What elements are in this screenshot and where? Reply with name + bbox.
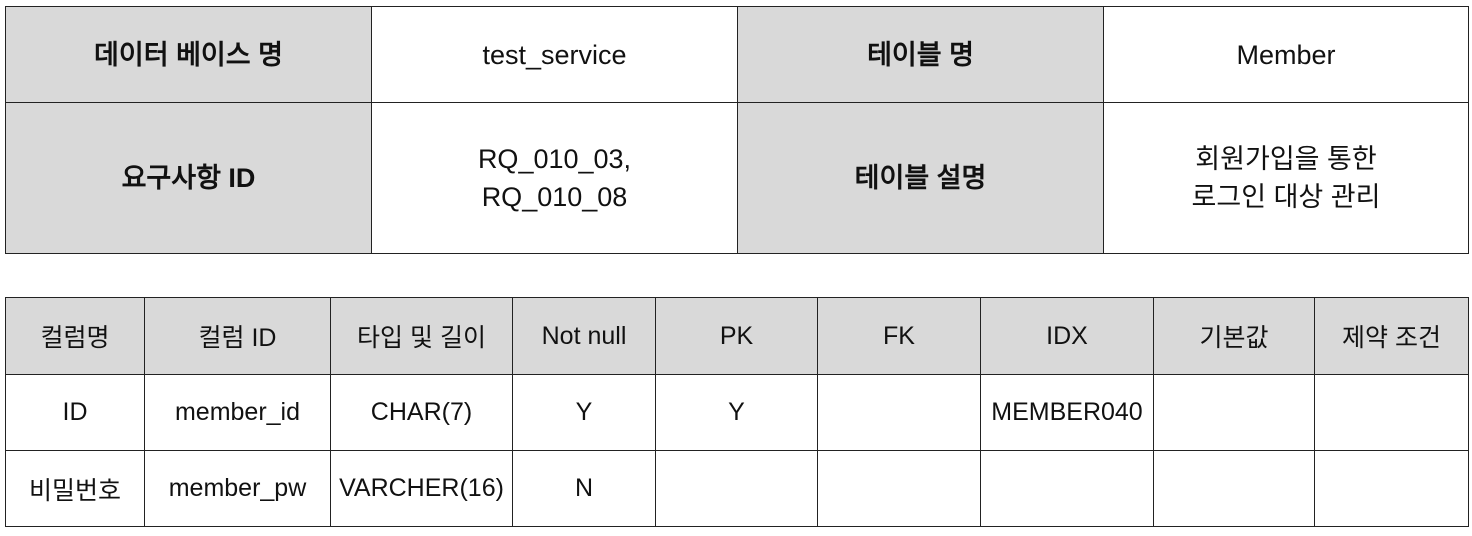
table-desc-line: 로그인 대상 관리 — [1191, 182, 1381, 212]
column-definition-table: 컬럼명 컬럼 ID 타입 및 길이 Not null PK FK IDX 기본값… — [5, 297, 1469, 527]
cell-column-id: member_id — [144, 374, 331, 451]
table-name-label: 테이블 명 — [737, 6, 1104, 103]
table-desc-line: 회원가입을 통한 — [1195, 144, 1377, 174]
requirement-id-line: RQ_010_03, — [477, 144, 632, 174]
table-desc-label: 테이블 설명 — [737, 102, 1104, 254]
table-name-value: Member — [1103, 6, 1469, 103]
column-header-row: 컬럼명 컬럼 ID 타입 및 길이 Not null PK FK IDX 기본값… — [5, 297, 1469, 375]
cell-not-null: Y — [512, 374, 656, 451]
header-pk: PK — [655, 297, 818, 375]
db-name-label: 데이터 베이스 명 — [5, 6, 372, 103]
table-row: 비밀번호 member_pw VARCHER(16) N — [5, 450, 1469, 527]
header-default: 기본값 — [1153, 297, 1315, 375]
table-info-table: 데이터 베이스 명 test_service 테이블 명 Member 요구사항… — [5, 6, 1469, 254]
header-column-name: 컬럼명 — [5, 297, 145, 375]
cell-column-id: member_pw — [144, 450, 331, 527]
cell-fk — [817, 374, 981, 451]
cell-fk — [817, 450, 981, 527]
cell-type-length: VARCHER(16) — [330, 450, 513, 527]
cell-default — [1153, 450, 1315, 527]
cell-constraint — [1314, 374, 1469, 451]
header-fk: FK — [817, 297, 981, 375]
table-desc-value: 회원가입을 통한 로그인 대상 관리 — [1103, 102, 1469, 254]
table-row: ID member_id CHAR(7) Y Y MEMBER040 — [5, 374, 1469, 451]
requirement-id-line: RQ_010_08 — [481, 182, 628, 212]
cell-not-null: N — [512, 450, 656, 527]
header-type-length: 타입 및 길이 — [330, 297, 513, 375]
cell-pk: Y — [655, 374, 818, 451]
requirement-id-value: RQ_010_03, RQ_010_08 — [371, 102, 738, 254]
cell-pk — [655, 450, 818, 527]
db-name-value: test_service — [371, 6, 738, 103]
cell-idx: MEMBER040 — [980, 374, 1154, 451]
cell-constraint — [1314, 450, 1469, 527]
cell-idx — [980, 450, 1154, 527]
header-column-id: 컬럼 ID — [144, 297, 331, 375]
header-idx: IDX — [980, 297, 1154, 375]
requirement-id-label: 요구사항 ID — [5, 102, 372, 254]
cell-default — [1153, 374, 1315, 451]
cell-type-length: CHAR(7) — [330, 374, 513, 451]
header-not-null: Not null — [512, 297, 656, 375]
cell-column-name: ID — [5, 374, 145, 451]
cell-column-name: 비밀번호 — [5, 450, 145, 527]
table-info-row: 요구사항 ID RQ_010_03, RQ_010_08 테이블 설명 회원가입… — [5, 102, 1469, 254]
header-constraint: 제약 조건 — [1314, 297, 1469, 375]
table-info-row: 데이터 베이스 명 test_service 테이블 명 Member — [5, 6, 1469, 103]
